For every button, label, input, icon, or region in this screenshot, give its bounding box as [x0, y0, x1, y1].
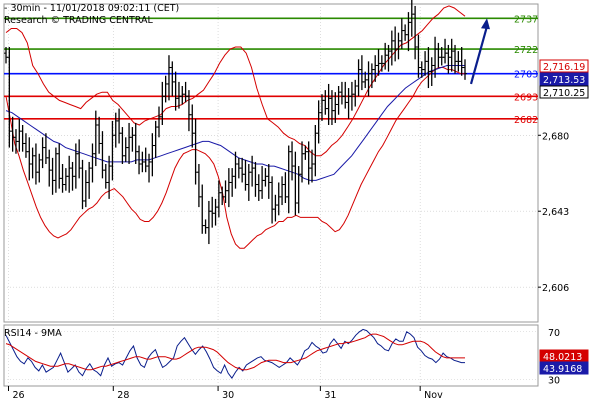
- resistance-label: 2737: [514, 14, 538, 25]
- resistance-label: 2722: [514, 45, 538, 56]
- rsi-panel: [3, 324, 539, 387]
- arrow-head: [481, 18, 490, 30]
- time-tick-label: 31: [324, 390, 336, 400]
- badge-box: [539, 361, 589, 375]
- badge-text: 2,710.25: [543, 88, 585, 99]
- badge-text: 48.0213: [543, 352, 582, 363]
- price-bars: [4, 0, 467, 245]
- price-tick-label: 2,606: [542, 283, 569, 294]
- price-tick-label: 2,643: [542, 207, 569, 218]
- badge-text: 43.9168: [543, 364, 582, 375]
- upper-band-badge: 2,716.19: [539, 59, 589, 73]
- support-label: 2693: [514, 92, 538, 103]
- time-tick-label: Nov: [424, 390, 443, 400]
- pivot-label: 2703: [514, 70, 538, 81]
- rsi-ma-line: [5, 333, 465, 371]
- price-bar: [463, 59, 467, 80]
- bollinger-lower-line: [5, 67, 465, 249]
- projection-arrow: [469, 18, 490, 85]
- rsi-badge: 43.9168: [539, 361, 589, 375]
- chart-header-line2: Research © TRADING CENTRAL: [4, 15, 153, 26]
- rsi-axis: 30 70: [548, 328, 560, 387]
- rsi-ma-badge: 48.0213: [539, 349, 589, 363]
- badge-text: 2,713.53: [543, 75, 585, 86]
- badge-text: 2,716.19: [543, 62, 585, 73]
- badge-box: [539, 59, 589, 73]
- rsi-tick-label: 70: [548, 328, 560, 339]
- badge-box: [539, 85, 589, 99]
- chart-header-line1: - 30min - 11/01/2018 09:02:11 (CET): [4, 3, 179, 14]
- arrow-shaft: [469, 25, 489, 85]
- price-axis: 2737 2722 2703 2693 2682 2,606 2,643 2,680: [514, 14, 569, 294]
- rsi-lines: [5, 328, 465, 379]
- price-tick-label: 2,680: [542, 131, 569, 142]
- moving-average-badge: 2,713.53: [539, 72, 589, 86]
- time-axis: 26 28 30 31 Nov: [7, 386, 443, 400]
- rsi-title: RSI14 - 9MA: [4, 328, 62, 339]
- time-tick-label: 26: [12, 390, 24, 400]
- rsi-tick-label: 30: [548, 375, 560, 386]
- rsi-grid: [4, 325, 538, 386]
- time-tick-label: 28: [117, 390, 129, 400]
- badge-box: [539, 72, 589, 86]
- support-label: 2682: [514, 115, 538, 126]
- price-grid: [4, 4, 538, 322]
- time-tick-label: 30: [222, 390, 234, 400]
- rsi-line: [5, 328, 465, 379]
- price-badge: 2,710.25: [539, 85, 589, 99]
